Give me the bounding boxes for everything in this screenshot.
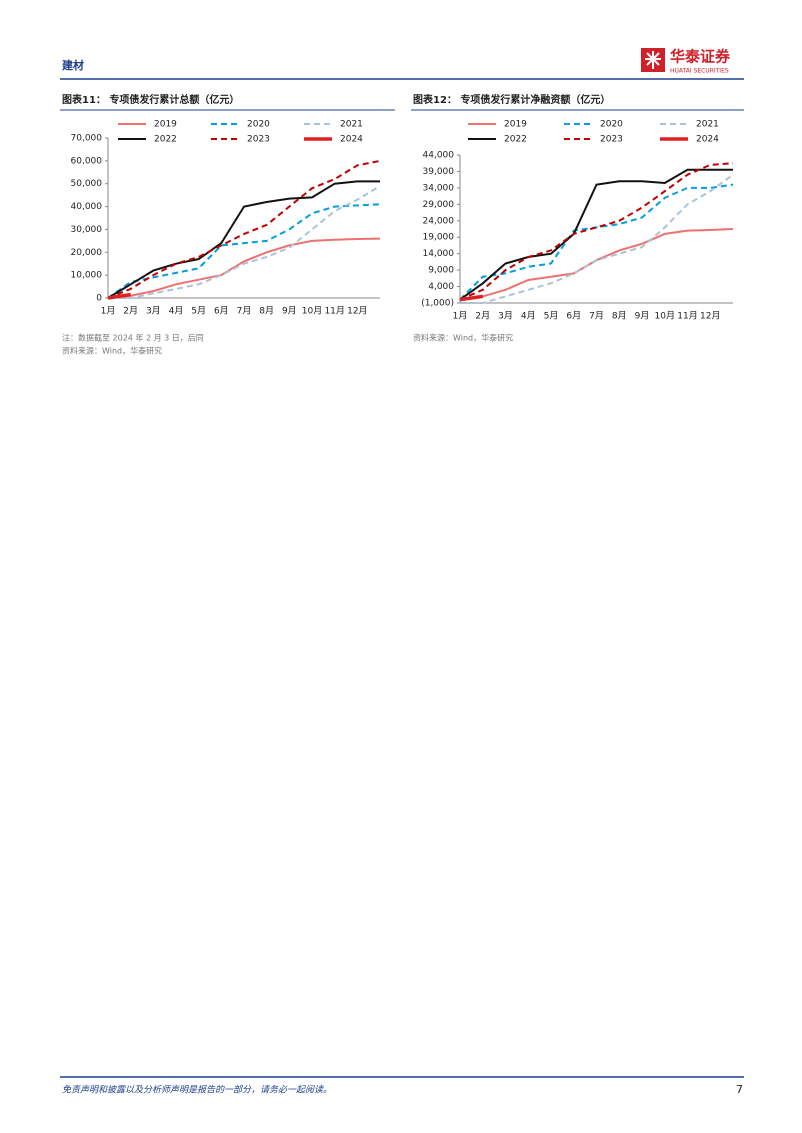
x-tick-label: 4月 <box>521 311 536 322</box>
y-tick-label: 60,000 <box>71 156 103 166</box>
logo-cn: 华泰证券 <box>670 48 731 66</box>
y-tick-label: 4,000 <box>428 282 454 292</box>
page-number: 7 <box>736 1083 743 1096</box>
x-tick-label: 7月 <box>237 306 252 317</box>
x-tick-label: 12月 <box>700 311 720 322</box>
x-tick-label: 2月 <box>475 311 490 322</box>
y-tick-label: 34,000 <box>423 183 455 193</box>
y-tick-label: 14,000 <box>423 249 455 259</box>
figure-note: 资料来源：Wind，华泰研究 <box>62 346 162 356</box>
legend-label: 2024 <box>340 135 363 145</box>
legend-label: 2023 <box>600 135 623 145</box>
series-line <box>459 228 734 301</box>
y-tick-label: 30,000 <box>71 225 103 235</box>
x-tick-label: 2月 <box>123 306 138 317</box>
y-tick-label: 20,000 <box>71 248 103 258</box>
y-tick-label: 19,000 <box>423 233 455 243</box>
legend-label: 2019 <box>504 120 527 130</box>
x-tick-label: 9月 <box>635 311 650 322</box>
legend-label: 2023 <box>247 135 270 145</box>
x-tick-label: 6月 <box>566 311 581 322</box>
legend-label: 2021 <box>696 120 719 130</box>
section: 建材 <box>62 58 84 72</box>
y-tick-label: 39,000 <box>423 167 455 177</box>
series-line <box>460 173 734 304</box>
x-tick-label: 11月 <box>324 306 344 317</box>
series-line <box>459 294 484 302</box>
y-tick-label: (1,000) <box>421 299 454 309</box>
x-tick-label: 1月 <box>453 311 468 322</box>
y-tick-label: 24,000 <box>423 216 455 226</box>
y-tick-label: 0 <box>96 294 102 304</box>
y-tick-label: 40,000 <box>71 202 103 212</box>
legend-label: 2019 <box>154 120 177 130</box>
logo-en: HUATAI SECURITIES <box>670 68 729 75</box>
series-line <box>107 159 381 299</box>
logo-mark <box>645 51 661 69</box>
series-line <box>108 185 381 299</box>
x-tick-label: 4月 <box>169 306 184 317</box>
x-tick-label: 10月 <box>655 311 675 322</box>
x-tick-label: 5月 <box>191 306 206 317</box>
figure-note: 注：数据截至 2024 年 2 月 3 日，后同 <box>62 333 204 343</box>
x-tick-label: 5月 <box>544 311 559 322</box>
series-line <box>107 203 381 299</box>
series-line <box>459 183 734 301</box>
legend-label: 2020 <box>247 120 270 130</box>
x-tick-label: 10月 <box>302 306 322 317</box>
legend-label: 2022 <box>154 135 177 145</box>
chart-title: 图表11： 专项债发行累计总额（亿元） <box>62 93 239 106</box>
x-tick-label: 8月 <box>259 306 274 317</box>
x-tick-label: 3月 <box>146 306 161 317</box>
y-tick-label: 9,000 <box>428 266 454 276</box>
figure-note: 资料来源：Wind，华泰研究 <box>413 333 513 343</box>
y-tick-label: 50,000 <box>71 179 103 189</box>
legend-label: 2024 <box>696 135 719 145</box>
series-line <box>107 180 380 299</box>
y-tick-label: 10,000 <box>71 271 103 281</box>
series-line <box>459 162 734 301</box>
chart-title: 图表12： 专项债发行累计净融资额（亿元） <box>413 93 610 106</box>
x-tick-label: 6月 <box>214 306 229 317</box>
legend-label: 2022 <box>504 135 527 145</box>
y-tick-label: 29,000 <box>423 200 455 210</box>
disclaimer: 免责声明和披露以及分析师声明是报告的一部分，请务必一起阅读。 <box>62 1085 332 1096</box>
x-tick-label: 11月 <box>677 311 697 322</box>
series-line <box>107 237 381 299</box>
legend-label: 2020 <box>600 120 623 130</box>
y-tick-label: 70,000 <box>71 134 103 144</box>
x-tick-label: 8月 <box>612 311 627 322</box>
x-tick-label: 3月 <box>498 311 513 322</box>
legend-label: 2021 <box>340 120 363 130</box>
x-tick-label: 7月 <box>589 311 604 322</box>
series-line <box>107 292 131 300</box>
x-tick-label: 9月 <box>282 306 297 317</box>
series-line <box>459 168 733 301</box>
x-tick-label: 1月 <box>101 306 116 317</box>
y-tick-label: 44,000 <box>423 151 455 161</box>
x-tick-label: 12月 <box>347 306 367 317</box>
